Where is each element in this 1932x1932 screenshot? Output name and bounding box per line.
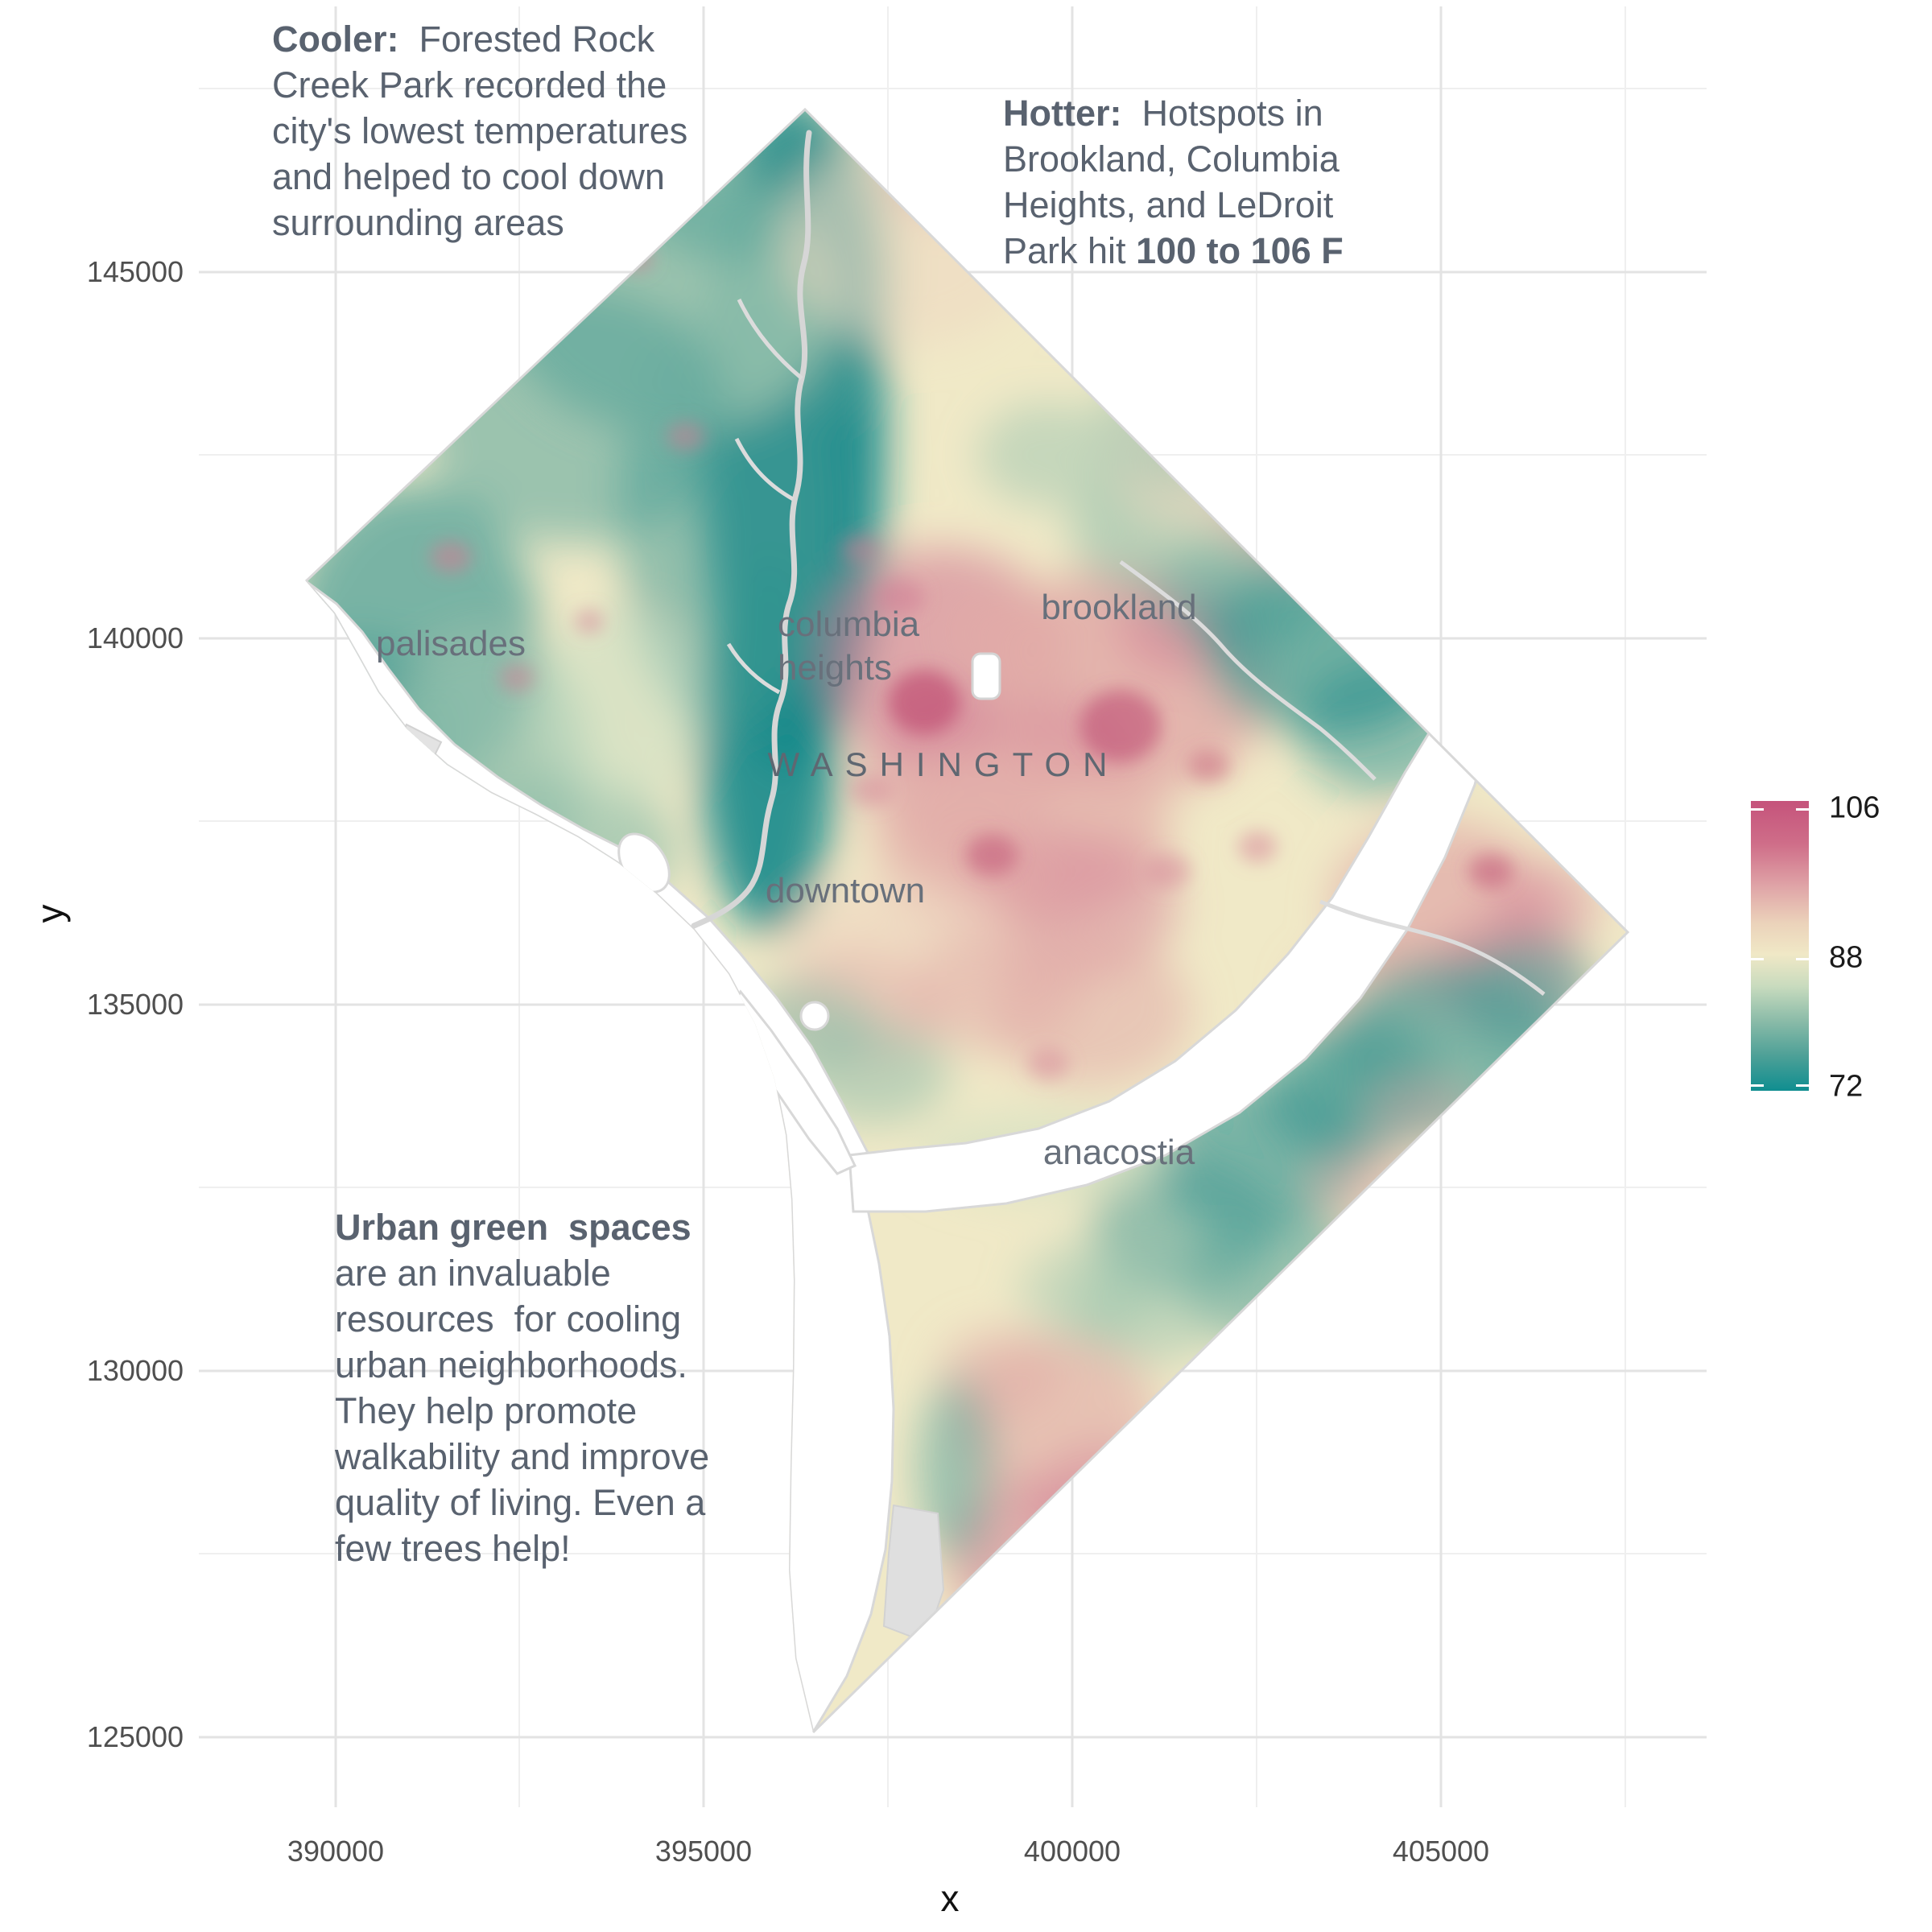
map-label-brookland: brookland [1041, 588, 1197, 627]
annotation-line: surrounding areas [272, 202, 564, 243]
annotation-line: They help promote [335, 1390, 638, 1431]
annotation-line: Heights, and LeDroit [1003, 184, 1334, 225]
y-tick-label: 140000 [86, 621, 184, 654]
map-label-anacostia: anacostia [1042, 1133, 1195, 1172]
x-tick-label: 400000 [1023, 1835, 1121, 1868]
annotation-line: few trees help! [335, 1528, 571, 1569]
heat-blob [1468, 853, 1513, 889]
heat-blob [978, 402, 1115, 507]
annotation-cooler: Cooler: Forested Rock Creek Park recorded… [272, 16, 739, 246]
heat-blob [1493, 861, 1598, 950]
legend-tick-mark [1796, 1084, 1809, 1087]
y-tick-label: 135000 [86, 988, 184, 1021]
x-tick-label: 395000 [654, 1835, 753, 1868]
x-tick-label: 405000 [1392, 1835, 1490, 1868]
heat-blob [499, 663, 535, 692]
heat-blob [876, 580, 924, 615]
gridline-major-v [334, 6, 337, 1807]
heat-blob [840, 535, 879, 564]
annotation-line: are an invaluable [335, 1253, 611, 1294]
x-tick-label: 390000 [287, 1835, 385, 1868]
annotation-line: Brookland, Columbia [1003, 138, 1340, 180]
legend-tick-mark [1751, 958, 1764, 960]
annotation-line: quality of living. Even a [335, 1482, 706, 1523]
heat-blob [1020, 1240, 1157, 1344]
watts-branch-stream [1319, 899, 1546, 996]
heat-blob [575, 609, 604, 634]
annotation-line: Hotter: Hotspots in [1003, 93, 1323, 134]
gridline-minor-v [1624, 6, 1626, 1807]
x-axis-title: x [940, 1877, 960, 1919]
heat-blob [1146, 853, 1191, 889]
dc-boundary [304, 107, 1630, 1734]
annotation-line: walkability and improve [335, 1436, 710, 1477]
annotation-line: city's lowest temperatures [272, 110, 688, 151]
mcmillan-reservoir-outline [971, 652, 1001, 700]
heat-blob [850, 774, 892, 807]
gridline-minor-v [518, 6, 520, 1807]
annotation-line: resources for cooling [335, 1298, 682, 1340]
rock-creek-line [691, 130, 812, 929]
legend-tick-mark [1796, 808, 1809, 811]
y-tick-label: 125000 [86, 1720, 184, 1753]
annotation-line: Cooler: Forested Rock [272, 19, 655, 60]
map-label-columbia: columbia [778, 605, 920, 644]
annotation-line: and helped to cool down [272, 156, 665, 197]
y-tick-label: 130000 [86, 1354, 184, 1387]
annotation-line: Creek Park recorded the [272, 64, 667, 105]
rock-creek-tributary-2 [734, 437, 795, 502]
heat-blob [1080, 690, 1161, 762]
annotation-line: urban neighborhoods. [335, 1344, 687, 1385]
heat-blob [535, 608, 704, 809]
legend-tick-mark [1751, 808, 1764, 811]
annotation-line: Urban green spaces [335, 1207, 691, 1248]
legend-tick-mark [1751, 1084, 1764, 1087]
map-label-palisades: palisades [376, 624, 526, 663]
legend-tick-label: 88 [1829, 940, 1864, 975]
temperature-hotspots [420, 130, 1513, 1670]
heat-blob [667, 422, 705, 451]
legend-tick-label: 72 [1829, 1069, 1864, 1104]
gridline-minor-h [199, 88, 1707, 89]
annotation-hotter: Hotter: Hotspots in Brookland, Columbia He… [1003, 90, 1422, 274]
map-label-washington: WASHINGTON [767, 745, 1120, 783]
ne-stream [1119, 559, 1377, 781]
heat-blob [1027, 1048, 1069, 1080]
legend-tick-label: 106 [1829, 791, 1880, 825]
map-label-downtown: downtown [765, 871, 926, 910]
heat-blob [888, 670, 960, 734]
heat-blob [990, 934, 1191, 1087]
legend-colorbar [1751, 801, 1809, 1091]
rock-creek-tributary-1 [737, 298, 803, 380]
legend-tick-mark [1796, 958, 1809, 960]
gridline-major-h [199, 1736, 1707, 1739]
heat-blob [1188, 750, 1230, 782]
heat-blob [966, 834, 1018, 876]
y-tick-label: 145000 [86, 255, 184, 288]
heat-blob [1238, 831, 1277, 863]
annotation-line: Park hit 100 to 106 F [1003, 230, 1344, 271]
tidal-basin-outline [799, 1001, 830, 1031]
heat-blob [430, 541, 472, 573]
annotation-urban-green: Urban green spaces are an invaluable resou… [335, 1204, 753, 1571]
map-label-heights: heights [778, 648, 892, 687]
rock-creek-tributary-3 [726, 642, 781, 695]
